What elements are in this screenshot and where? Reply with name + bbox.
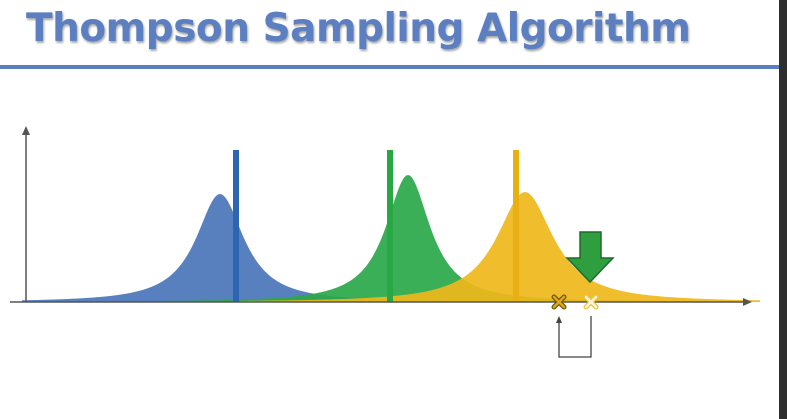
x-marker-icon	[583, 294, 599, 310]
window-edge	[779, 0, 787, 419]
y-axis-arrowhead	[22, 126, 30, 135]
blue-expected-line	[233, 150, 239, 302]
x-marker-icon	[551, 294, 567, 310]
x-axis-arrowhead	[743, 298, 752, 306]
blue-distribution	[22, 194, 520, 302]
green-expected-line	[387, 150, 393, 302]
title-divider	[0, 65, 779, 69]
down-arrow-icon	[565, 231, 615, 284]
page-title: Thompson Sampling Algorithm	[26, 6, 691, 51]
yellow-expected-line	[513, 150, 519, 302]
expected-value-lines	[233, 150, 519, 302]
axes	[10, 126, 752, 306]
distribution-curves	[22, 175, 760, 302]
bracket-connector	[556, 316, 592, 358]
yellow-distribution	[240, 192, 760, 302]
green-distribution	[150, 175, 640, 302]
